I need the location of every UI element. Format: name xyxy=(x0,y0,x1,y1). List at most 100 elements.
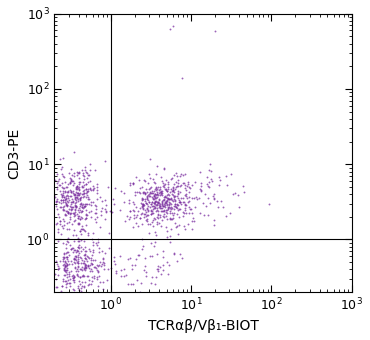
Point xyxy=(60,255,66,260)
Point xyxy=(126,216,132,221)
Point xyxy=(85,254,91,259)
Point xyxy=(149,191,155,196)
Point xyxy=(70,199,76,205)
Point xyxy=(147,187,152,192)
Point xyxy=(88,267,94,272)
Point xyxy=(73,200,79,205)
Point xyxy=(164,198,170,204)
Point xyxy=(169,215,175,221)
Point xyxy=(153,186,159,191)
Point xyxy=(182,202,188,207)
Point xyxy=(75,274,81,279)
Point xyxy=(73,264,78,270)
Point xyxy=(118,268,124,273)
Point xyxy=(64,260,70,266)
Point xyxy=(144,195,149,201)
Point xyxy=(146,191,152,197)
Point xyxy=(78,248,84,254)
Point xyxy=(162,194,168,200)
Point xyxy=(144,218,150,223)
Point xyxy=(167,216,173,221)
Point xyxy=(80,173,86,178)
Point xyxy=(67,210,73,216)
Point xyxy=(175,184,181,189)
Point xyxy=(59,223,65,229)
Point xyxy=(170,193,176,198)
Point xyxy=(162,177,168,183)
Point xyxy=(63,241,68,246)
Point xyxy=(76,245,82,251)
Point xyxy=(63,264,68,269)
Point xyxy=(182,192,188,198)
Point xyxy=(80,194,85,200)
Point xyxy=(79,185,85,190)
Point xyxy=(60,207,66,213)
Point xyxy=(61,207,67,212)
Point xyxy=(85,186,91,191)
Point xyxy=(163,186,169,192)
Point xyxy=(156,197,162,203)
Point xyxy=(241,190,247,195)
Point xyxy=(159,202,165,207)
Point xyxy=(149,219,155,224)
Point xyxy=(136,189,142,194)
Point xyxy=(149,210,155,216)
Point xyxy=(139,246,145,252)
Point xyxy=(220,205,226,210)
Point xyxy=(58,204,64,209)
Point xyxy=(165,271,171,277)
Point xyxy=(150,191,156,196)
Point xyxy=(64,192,70,198)
Point xyxy=(69,199,75,205)
Point xyxy=(82,244,88,250)
Point xyxy=(74,259,80,264)
Point xyxy=(152,239,158,244)
Point xyxy=(156,196,162,201)
Point xyxy=(59,283,65,288)
Point xyxy=(157,203,163,209)
Point xyxy=(169,188,175,194)
Point xyxy=(94,242,100,248)
Point xyxy=(139,195,145,201)
Point xyxy=(75,245,81,250)
Point xyxy=(228,210,233,216)
Point xyxy=(182,182,188,188)
Point xyxy=(147,185,153,191)
Point xyxy=(64,262,70,267)
Point xyxy=(189,182,195,187)
Point xyxy=(85,233,91,238)
Point xyxy=(58,200,64,206)
Point xyxy=(77,228,83,234)
Point xyxy=(185,180,191,185)
Point xyxy=(141,197,147,202)
Point xyxy=(89,237,95,242)
Point xyxy=(106,230,112,235)
Point xyxy=(81,173,87,178)
Point xyxy=(77,267,83,272)
Point xyxy=(140,243,146,249)
Point xyxy=(174,201,180,206)
Point xyxy=(142,197,148,202)
Point xyxy=(143,214,149,219)
Point xyxy=(61,204,67,210)
Point xyxy=(77,275,83,280)
Point xyxy=(142,191,148,197)
Point xyxy=(187,185,193,190)
Point xyxy=(86,209,92,215)
Point xyxy=(73,207,78,212)
Point xyxy=(90,186,96,192)
Point xyxy=(76,175,82,181)
Point xyxy=(95,270,101,275)
Point xyxy=(164,195,169,201)
Point xyxy=(157,215,163,220)
Point xyxy=(60,198,65,203)
Point xyxy=(61,261,67,267)
Point xyxy=(179,255,185,261)
Point xyxy=(60,188,66,193)
Point xyxy=(73,194,79,200)
Point xyxy=(235,192,241,198)
Point xyxy=(82,216,88,222)
Point xyxy=(90,199,96,204)
Point xyxy=(88,187,94,193)
Point xyxy=(55,266,61,272)
